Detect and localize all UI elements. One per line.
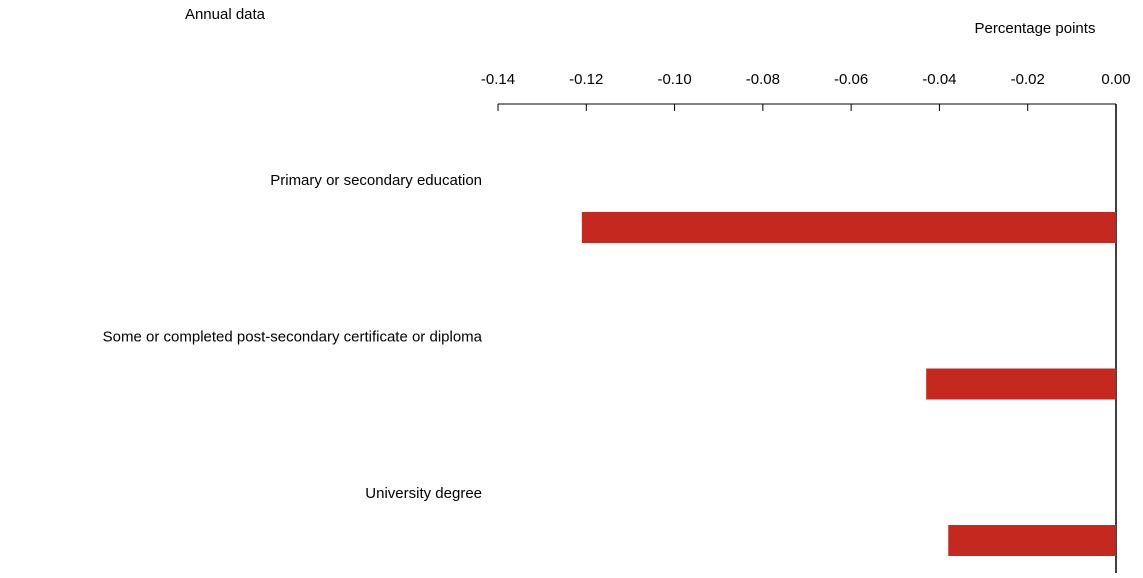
bar xyxy=(948,525,1116,556)
axis-label: Percentage points xyxy=(975,20,1096,37)
x-tick-label: -0.06 xyxy=(834,71,868,88)
chart-subtitle: Annual data xyxy=(185,6,266,23)
x-tick-label: -0.02 xyxy=(1011,71,1045,88)
category-label: Primary or secondary education xyxy=(270,172,482,189)
x-tick-label: -0.14 xyxy=(481,71,515,88)
bar xyxy=(581,212,1116,243)
bar xyxy=(926,368,1116,400)
category-label: Some or completed post-secondary certifi… xyxy=(103,328,483,345)
x-tick-label: -0.12 xyxy=(569,71,603,88)
category-label: University degree xyxy=(365,485,482,502)
x-tick-label: -0.04 xyxy=(922,71,956,88)
x-tick-label: 0.00 xyxy=(1101,71,1130,88)
x-tick-label: -0.08 xyxy=(746,71,780,88)
x-tick-label: -0.10 xyxy=(657,71,691,88)
